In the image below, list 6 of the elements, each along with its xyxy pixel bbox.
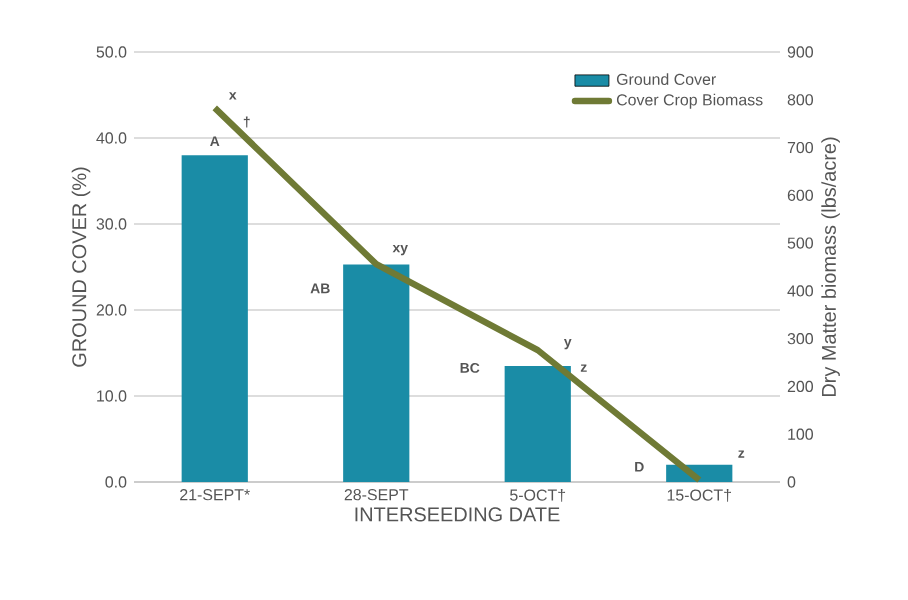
bar: [181, 155, 248, 482]
x-axis-title: INTERSEEDING DATE: [355, 507, 560, 522]
y-axis-title: GROUND COVER (%): [71, 167, 91, 367]
bar: [504, 365, 571, 482]
y2-axis-title: Dry Matter biomass (lbs/acre): [821, 137, 840, 397]
bar: [343, 264, 410, 482]
